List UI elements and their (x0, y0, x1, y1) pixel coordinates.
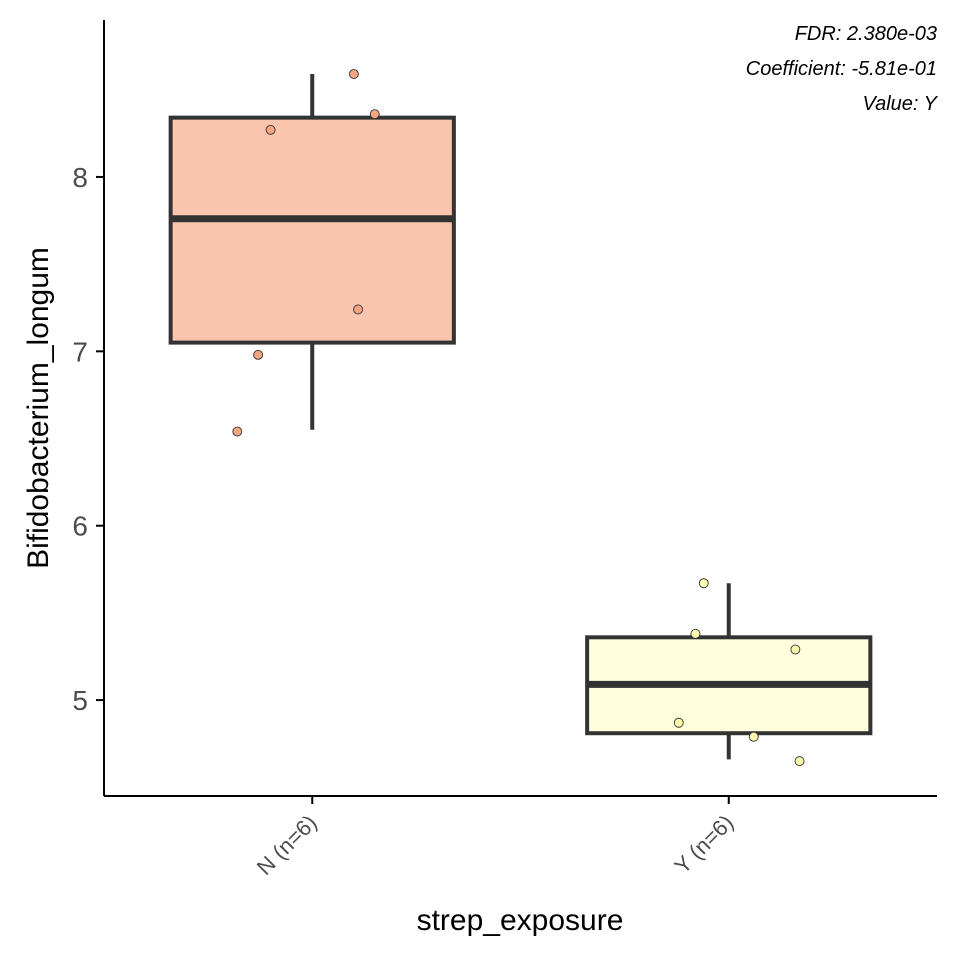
data-point-n (369, 109, 380, 120)
y-tick-label: 5 (72, 685, 88, 716)
data-point-n (265, 124, 276, 135)
data-point-y (690, 628, 701, 639)
y-tick-label: 6 (72, 511, 88, 542)
annotation-line: Value: Y (862, 93, 938, 115)
x-tick-label: Y (n=6) (669, 810, 738, 879)
boxes (168, 74, 873, 760)
data-point-y (794, 756, 805, 767)
annotation-line: FDR: 2.380e-03 (795, 23, 937, 45)
y-tick-label: 8 (72, 162, 88, 193)
data-point-n (232, 426, 243, 437)
y-axis-title: Bifidobacterium_longum (22, 247, 55, 569)
annotations: FDR: 2.380e-03 Coefficient: -5.81e-01 Valu… (746, 23, 939, 115)
data-point-n (253, 349, 264, 360)
annotation-line: Coefficient: -5.81e-01 (746, 58, 937, 80)
data-point-y (698, 578, 709, 589)
data-point-n (353, 304, 364, 315)
y-tick-label: 7 (72, 336, 88, 367)
data-point-y (748, 731, 759, 742)
data-point-n (348, 69, 359, 80)
x-tick-label: N (n=6) (252, 810, 322, 880)
data-points (232, 69, 805, 767)
x-axis-title: strep_exposure (417, 904, 624, 937)
data-point-y (673, 717, 684, 728)
box-n (168, 115, 456, 345)
data-point-y (790, 644, 801, 655)
